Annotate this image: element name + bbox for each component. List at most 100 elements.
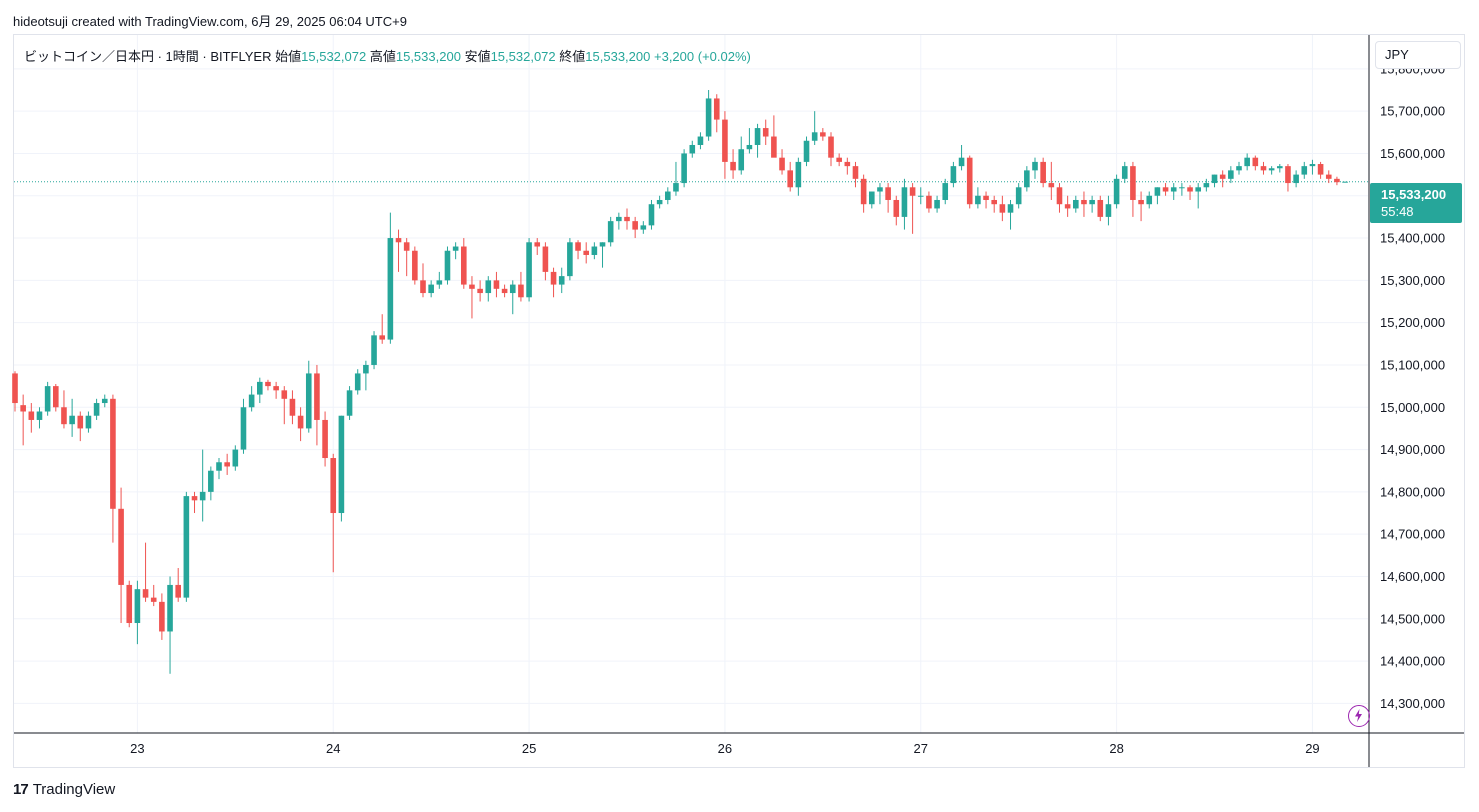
candle-body	[436, 280, 443, 285]
candle-body	[126, 584, 133, 624]
x-tick-label: 29	[1305, 741, 1319, 756]
candle-body	[983, 195, 989, 200]
candle-body	[885, 187, 891, 200]
candle-body	[452, 246, 459, 251]
candle-body	[509, 284, 516, 294]
candle-body	[142, 589, 149, 598]
x-tick-label: 27	[914, 741, 928, 756]
candle-body	[240, 407, 247, 450]
candle-body	[722, 119, 728, 162]
x-tick-label: 23	[130, 741, 144, 756]
candle-body	[909, 187, 916, 196]
candle-body	[656, 199, 663, 205]
candle-body	[1040, 161, 1046, 184]
candle-body	[1170, 187, 1177, 192]
candle-body	[257, 381, 263, 395]
candle-body	[632, 221, 638, 230]
change-value: +3,200 (+0.02%)	[654, 49, 751, 64]
candle-body	[1219, 174, 1226, 179]
candle-body	[1056, 187, 1063, 205]
currency-selector[interactable]: JPY	[1375, 41, 1461, 69]
candle-body	[232, 449, 239, 467]
candle-body	[305, 373, 312, 429]
axes: 14,300,000 14,400,000 14,500,000 14,600,000…	[14, 35, 1464, 767]
y-tick-label: 14,600,000	[1380, 569, 1445, 584]
candle-body	[526, 242, 532, 298]
candle-body	[314, 373, 320, 420]
close-value: 15,533,200	[585, 49, 651, 64]
candle-body	[159, 601, 165, 632]
candle-body	[1089, 199, 1095, 205]
candle-body	[754, 128, 761, 145]
candle-body	[991, 199, 997, 205]
candle-body	[811, 132, 818, 141]
y-tick-label: 15,000,000	[1380, 400, 1445, 415]
tv-logo-text: TradingView	[32, 781, 116, 798]
candle-body	[28, 411, 35, 420]
candle-body	[53, 386, 59, 408]
candle-body	[1032, 161, 1038, 171]
candle-body	[110, 398, 116, 509]
high-label: 高値	[369, 49, 396, 64]
candle-body	[61, 407, 67, 425]
tradingview-logo[interactable]: 17 TradingView	[13, 781, 115, 798]
candle-body	[542, 246, 549, 272]
candle-body	[444, 250, 451, 281]
candle-body	[208, 470, 214, 492]
lightning-icon[interactable]	[1348, 705, 1370, 727]
candle-body	[534, 242, 541, 247]
candle-body	[607, 221, 614, 243]
candle-body	[297, 415, 304, 429]
candle-body	[1113, 178, 1120, 205]
candle-body	[1121, 166, 1128, 179]
candle-body	[779, 157, 785, 171]
ohlc-legend: ビットコイン／日本円 · 1時間 · BITFLYER 始値15,532,072…	[24, 46, 751, 65]
candle-body	[1228, 170, 1234, 179]
candle-body	[1179, 187, 1185, 189]
candle-body	[461, 246, 467, 285]
candle-body	[101, 398, 108, 404]
candle-body	[689, 144, 696, 154]
candle-body	[567, 242, 573, 277]
candle-body	[828, 136, 834, 158]
candle-body	[958, 157, 965, 167]
candle-body	[20, 405, 26, 412]
candle-body	[216, 462, 222, 471]
candle-body	[346, 390, 353, 416]
y-tick-label: 15,300,000	[1380, 273, 1445, 288]
candle-body	[485, 280, 492, 294]
candle-body	[265, 381, 271, 387]
candle-body	[518, 284, 524, 298]
candle-body	[803, 140, 810, 162]
candle-body	[1024, 170, 1030, 188]
candle-body	[705, 98, 712, 137]
candle-body	[1309, 164, 1316, 167]
candle-body	[273, 386, 279, 391]
symbol-label[interactable]: ビットコイン／日本円 · 1時間 · BITFLYER	[24, 49, 272, 64]
candle-body	[787, 170, 793, 188]
candle-body	[1081, 199, 1087, 205]
candle-body	[1187, 187, 1193, 192]
candle-body	[1252, 157, 1259, 167]
candle-body	[950, 166, 957, 184]
candle-body	[150, 597, 157, 602]
open-label: 始値	[275, 49, 302, 64]
candle-body	[860, 178, 867, 205]
candle-body	[746, 144, 753, 150]
candle-body	[387, 238, 394, 340]
candle-body	[1203, 183, 1210, 188]
candle-body	[134, 589, 141, 624]
candle-body	[1301, 166, 1308, 175]
chart-caption: hideotsuji created with TradingView.com,…	[13, 14, 407, 29]
candle-body	[69, 415, 75, 425]
candle-body	[697, 136, 704, 145]
candle-body	[599, 242, 606, 247]
candle-body	[354, 373, 361, 391]
y-tick-label: 14,800,000	[1380, 484, 1445, 499]
candle-body	[330, 458, 337, 514]
candle-body	[403, 242, 410, 251]
candle-body	[93, 403, 100, 416]
candle-body	[224, 462, 230, 467]
x-tick-label: 24	[326, 741, 340, 756]
